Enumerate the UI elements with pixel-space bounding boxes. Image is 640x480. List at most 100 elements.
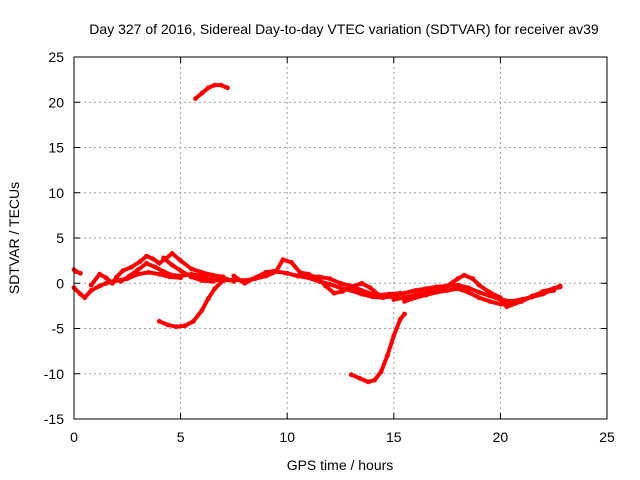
series-line-sat-j <box>295 274 396 300</box>
data-point <box>470 276 476 282</box>
data-point <box>212 286 218 292</box>
data-point <box>210 279 216 284</box>
data-point <box>199 270 205 275</box>
data-point <box>78 291 83 297</box>
data-point <box>508 302 514 308</box>
data-point <box>110 280 115 286</box>
data-point <box>455 276 461 282</box>
data-point <box>220 278 226 283</box>
data-point <box>137 259 143 264</box>
data-point <box>193 96 198 101</box>
x-tick-label: 25 <box>599 429 615 445</box>
data-point <box>289 260 294 265</box>
data-point <box>397 317 403 322</box>
data-point <box>476 282 482 288</box>
data-point <box>126 273 132 279</box>
data-point <box>188 266 194 272</box>
data-point <box>461 272 467 278</box>
data-point <box>402 299 407 304</box>
data-point <box>367 285 373 291</box>
data-point <box>306 275 311 281</box>
data-point <box>118 279 124 284</box>
x-axis-label: GPS time / hours <box>287 457 394 473</box>
data-point <box>225 85 230 91</box>
data-point <box>252 275 258 281</box>
data-point <box>391 297 397 302</box>
data-point <box>348 284 354 290</box>
data-point <box>178 258 184 263</box>
series-group <box>71 82 563 385</box>
data-point <box>78 270 83 276</box>
data-point <box>423 292 429 298</box>
y-tick-label: 20 <box>48 94 64 110</box>
data-point <box>476 295 482 301</box>
data-point <box>338 280 343 286</box>
data-point <box>519 299 525 304</box>
data-point <box>199 273 205 279</box>
data-point <box>466 285 471 291</box>
x-tick-label: 10 <box>279 429 295 445</box>
data-point <box>103 280 109 286</box>
data-point <box>178 273 184 279</box>
data-point <box>402 290 407 296</box>
data-point <box>476 289 482 295</box>
y-tick-label: -15 <box>44 411 64 427</box>
data-point <box>169 251 175 256</box>
data-point <box>231 273 237 279</box>
data-point <box>557 284 563 290</box>
data-point <box>169 262 175 268</box>
data-point <box>316 279 322 284</box>
data-point <box>88 282 94 288</box>
data-point <box>169 272 175 278</box>
data-point <box>365 379 371 385</box>
data-point <box>135 267 141 273</box>
ticks: 0 5 10 15 20 25 -15 -10 -5 0 5 10 15 20 25 <box>44 49 615 445</box>
x-tick-label: 20 <box>493 429 509 445</box>
data-point <box>144 260 149 266</box>
data-point <box>280 257 286 263</box>
data-point <box>165 322 171 328</box>
y-tick-label: 0 <box>56 275 64 291</box>
data-point <box>359 280 365 286</box>
data-point <box>88 288 94 293</box>
data-point <box>284 270 290 276</box>
data-point <box>455 286 461 292</box>
chart-title: Day 327 of 2016, Sidereal Day-to-day VTE… <box>89 21 599 37</box>
data-point <box>97 283 102 289</box>
x-tick-label: 0 <box>70 429 78 445</box>
data-point <box>466 289 471 295</box>
y-tick-label: 25 <box>48 49 64 65</box>
x-tick-label: 15 <box>386 429 402 445</box>
data-point <box>212 82 218 88</box>
y-axis-label: SDTVAR / TECUs <box>6 182 22 294</box>
data-point <box>114 274 119 280</box>
data-point <box>444 288 450 293</box>
data-point <box>359 291 365 297</box>
data-point <box>82 295 88 301</box>
data-point <box>218 82 224 88</box>
data-point <box>182 323 188 329</box>
data-point <box>263 270 269 275</box>
data-point <box>455 282 461 288</box>
data-point <box>129 264 135 270</box>
data-point <box>487 289 493 295</box>
data-point <box>191 318 196 324</box>
data-point <box>173 324 179 330</box>
y-tick-label: 5 <box>56 230 64 246</box>
data-point <box>498 301 503 307</box>
data-point <box>103 275 109 281</box>
data-point <box>423 286 429 292</box>
data-point <box>73 269 79 274</box>
data-point <box>338 285 343 291</box>
data-point <box>348 288 354 293</box>
data-point <box>378 369 384 375</box>
data-point <box>487 299 493 304</box>
data-point <box>205 85 211 91</box>
data-point <box>385 353 390 358</box>
data-point <box>178 268 184 273</box>
data-point <box>412 295 418 301</box>
data-point <box>327 281 333 287</box>
data-point <box>188 274 194 280</box>
data-point <box>530 293 535 299</box>
